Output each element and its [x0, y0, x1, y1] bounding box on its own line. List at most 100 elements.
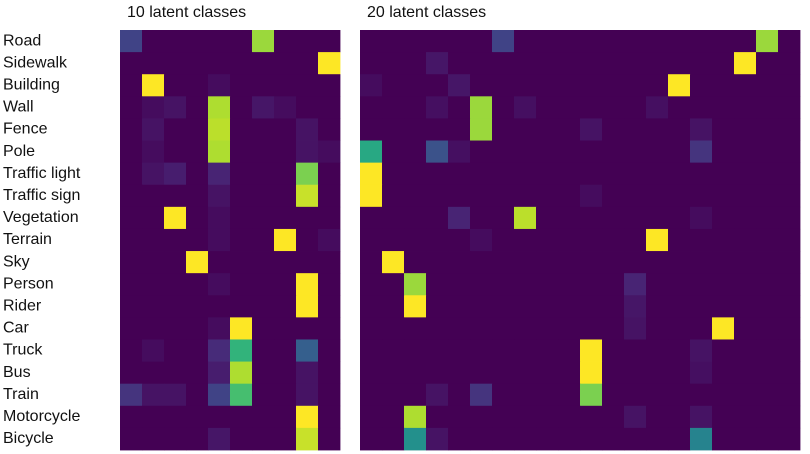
heatmap-cell [558, 118, 581, 141]
heatmap-cell [778, 96, 801, 119]
heatmap-cell [646, 273, 669, 296]
heatmap-cell [360, 317, 383, 340]
heatmap-cell [382, 52, 405, 75]
heatmap-cell [404, 361, 427, 385]
heatmap-cell [536, 273, 559, 296]
heatmap-cell [558, 251, 581, 274]
heatmap-cell [756, 30, 779, 53]
heatmap-cell [470, 251, 493, 274]
heatmap-cell [404, 339, 427, 362]
heatmap-cell [580, 30, 603, 53]
heatmap-cell [296, 30, 319, 53]
heatmap-cell [602, 405, 625, 429]
heatmap-cell [470, 52, 493, 75]
heatmap-cell [668, 383, 691, 407]
heatmap-cell [734, 427, 757, 451]
heatmap-cell [208, 251, 231, 274]
heatmap-cell [164, 251, 187, 274]
heatmap-cell [536, 74, 559, 97]
heatmap-cell [668, 228, 691, 252]
heatmap-cell [778, 52, 801, 75]
row-label: Building [3, 76, 60, 93]
heatmap-cell [274, 140, 297, 164]
heatmap-cell [382, 74, 405, 97]
heatmap-cell [230, 206, 253, 230]
heatmap-cell [296, 273, 319, 296]
row-label: Sidewalk [3, 54, 68, 71]
heatmap-cell [318, 228, 341, 252]
heatmap-cell [668, 52, 691, 75]
heatmap-cell [734, 52, 757, 75]
heatmap-cell [164, 74, 187, 97]
heatmap-cell [580, 228, 603, 252]
heatmap-cell [558, 184, 581, 208]
heatmap-cell [230, 96, 253, 119]
heatmap-cell [602, 118, 625, 141]
heatmap-cell [186, 295, 209, 318]
heatmap-cell [252, 118, 275, 141]
heatmap-cell [580, 96, 603, 119]
heatmap-cell [602, 251, 625, 274]
heatmap-cell [448, 273, 471, 296]
heatmap-cell [142, 184, 165, 208]
heatmap-cell [580, 118, 603, 141]
heatmap-cell [274, 251, 297, 274]
row-label: Car [3, 320, 29, 337]
heatmap-cell [142, 317, 165, 340]
row-label: Bus [3, 364, 31, 381]
heatmap-cell [514, 405, 537, 429]
heatmap-cell [690, 295, 713, 318]
heatmap-cell [624, 251, 647, 274]
heatmap-cell [580, 74, 603, 97]
heatmap-cell [230, 427, 253, 451]
heatmap-cell [186, 251, 209, 274]
heatmap-cell [778, 140, 801, 164]
heatmap-cell [712, 251, 735, 274]
heatmap-cell [778, 405, 801, 429]
heatmap-cell [274, 405, 297, 429]
heatmap-cell [668, 96, 691, 119]
heatmap-cell [470, 118, 493, 141]
heatmap-cell [120, 140, 143, 164]
heatmap-cell [404, 251, 427, 274]
heatmap-cell [230, 184, 253, 208]
heatmap-cell [360, 206, 383, 230]
heatmap-cell [690, 361, 713, 385]
heatmap-cell [712, 30, 735, 53]
heatmap-cell [536, 295, 559, 318]
heatmap-cell [164, 96, 187, 119]
heatmap-cell [404, 405, 427, 429]
row-label: Sky [3, 253, 30, 270]
heatmap-cell [164, 118, 187, 141]
heatmap-cell [164, 361, 187, 385]
heatmap-cell [296, 405, 319, 429]
heatmap-cell [580, 140, 603, 164]
row-label: Road [3, 32, 41, 49]
heatmap-cell [252, 383, 275, 407]
heatmap-cell [514, 228, 537, 252]
heatmap-cell [602, 273, 625, 296]
heatmap-cell [536, 162, 559, 186]
heatmap-cell [646, 184, 669, 208]
heatmap-cell [448, 361, 471, 385]
heatmap-cell [252, 184, 275, 208]
heatmap-cell [712, 405, 735, 429]
heatmap-cell [448, 383, 471, 407]
heatmap-cell [318, 295, 341, 318]
heatmap-cell [514, 74, 537, 97]
heatmap-cell [360, 74, 383, 97]
heatmap-cell [712, 74, 735, 97]
heatmap-cell [470, 184, 493, 208]
heatmap-cell [426, 228, 449, 252]
heatmap-cell [602, 30, 625, 53]
heatmap-cell [536, 30, 559, 53]
row-label: Fence [3, 121, 48, 138]
heatmap-cell [230, 361, 253, 385]
heatmap-cell [558, 96, 581, 119]
heatmap-cell [602, 52, 625, 75]
heatmap-cell [186, 339, 209, 362]
heatmap-cell [712, 162, 735, 186]
heatmap-cell [142, 361, 165, 385]
heatmap-cell [580, 206, 603, 230]
heatmap-cell [690, 251, 713, 274]
